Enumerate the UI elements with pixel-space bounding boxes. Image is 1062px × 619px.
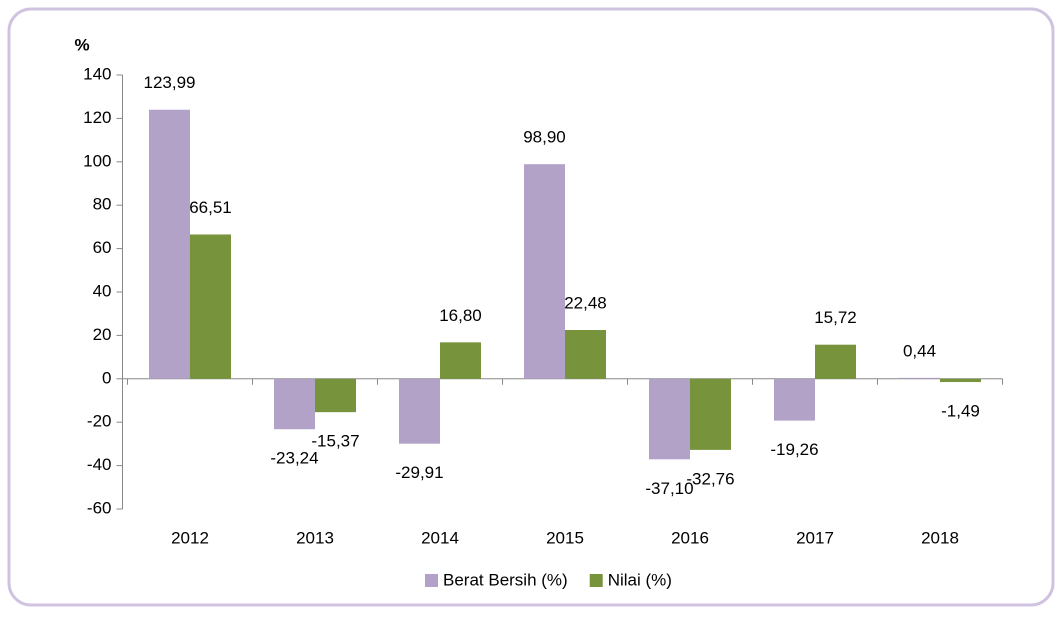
legend-label: Nilai (%) xyxy=(608,570,672,589)
data-label: 15,72 xyxy=(814,308,857,327)
legend-swatch xyxy=(425,574,438,587)
data-label: -37,10 xyxy=(645,479,693,498)
bar xyxy=(940,378,981,383)
y-tick-label: 120 xyxy=(83,108,111,127)
bar xyxy=(440,342,481,379)
bar xyxy=(524,164,565,379)
bar xyxy=(565,330,606,379)
data-label: 66,51 xyxy=(189,198,232,217)
y-tick-label: 40 xyxy=(93,281,112,300)
legend-label: Berat Bersih (%) xyxy=(443,570,568,589)
y-tick-label: 60 xyxy=(93,238,112,257)
y-tick-label: 20 xyxy=(93,325,112,344)
x-tick-label: 2018 xyxy=(921,528,959,547)
x-tick-label: 2012 xyxy=(171,528,209,547)
data-label: 123,99 xyxy=(144,73,196,92)
data-label: -19,26 xyxy=(770,440,818,459)
y-tick-label: -40 xyxy=(87,455,112,474)
y-tick-label: 0 xyxy=(102,368,111,387)
y-tick-label: -60 xyxy=(87,498,112,517)
x-tick-label: 2013 xyxy=(296,528,334,547)
bar xyxy=(399,378,440,444)
bar xyxy=(774,378,815,421)
data-label: 16,80 xyxy=(439,306,482,325)
data-label: -23,24 xyxy=(270,449,318,468)
data-label: -29,91 xyxy=(395,463,443,482)
legend-swatch xyxy=(589,574,603,587)
x-tick-label: 2016 xyxy=(671,528,709,547)
data-label: 98,90 xyxy=(523,128,566,147)
data-label: 22,48 xyxy=(564,294,607,313)
bar xyxy=(815,344,856,379)
bar xyxy=(190,234,231,379)
data-label: -15,37 xyxy=(311,432,359,451)
y-tick-label: 100 xyxy=(83,151,111,170)
bar xyxy=(690,378,731,450)
x-tick-label: 2014 xyxy=(421,528,459,547)
bar xyxy=(315,378,356,413)
data-label: 0,44 xyxy=(903,341,936,360)
y-tick-label: 80 xyxy=(93,195,112,214)
y-tick-label: 140 xyxy=(83,64,111,83)
data-label: -32,76 xyxy=(686,469,734,488)
bar xyxy=(274,378,315,430)
bar xyxy=(899,377,940,379)
y-axis-label: % xyxy=(74,35,89,54)
data-label: -1,49 xyxy=(941,402,980,421)
bar xyxy=(649,378,690,460)
y-tick-label: -20 xyxy=(87,412,112,431)
x-tick-label: 2015 xyxy=(546,528,584,547)
bar xyxy=(149,109,190,379)
x-tick-label: 2017 xyxy=(796,528,834,547)
